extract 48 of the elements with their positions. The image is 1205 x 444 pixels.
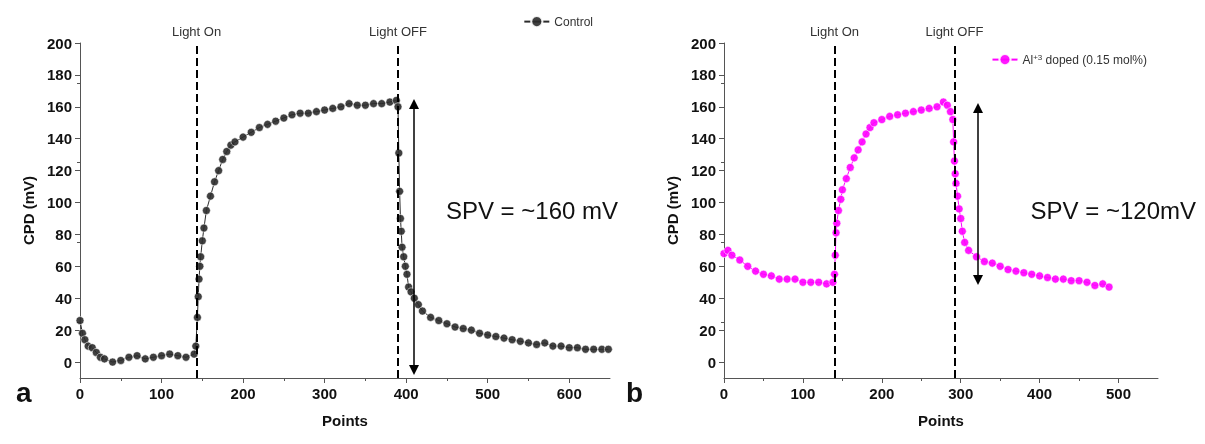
text: a xyxy=(16,376,32,408)
x-tick-label: 200 xyxy=(869,385,895,402)
x-tick-label: 500 xyxy=(475,385,501,402)
x-tick-label: 500 xyxy=(1106,385,1132,402)
y-tick-label: 120 xyxy=(46,162,72,180)
annotation: SPV = ~160 mV xyxy=(445,196,619,224)
y-tick-label: 0 xyxy=(63,353,72,371)
y-tick-label: 40 xyxy=(699,289,716,307)
y-tick-label: 60 xyxy=(55,257,72,275)
y-tick-label: 60 xyxy=(699,257,716,275)
y-tick-label: 80 xyxy=(699,225,716,243)
y-tick-label: 40 xyxy=(55,289,72,307)
ref-line-label: Light OFF xyxy=(925,24,984,39)
ref-line-label: Light On xyxy=(172,24,222,39)
x-tick-label: 100 xyxy=(790,385,816,402)
y-axis-title: CPD (mV) xyxy=(664,175,682,246)
y-tick-label: 100 xyxy=(46,194,72,212)
y-tick-label: 180 xyxy=(46,66,72,84)
y-tick-label: 180 xyxy=(690,66,716,84)
x-tick-label: 100 xyxy=(149,385,175,402)
y-tick-label: 80 xyxy=(55,225,72,243)
x-tick-label: 400 xyxy=(393,385,419,402)
y-tick-label: 20 xyxy=(55,321,72,339)
y-tick-label: 140 xyxy=(690,130,716,148)
x-tick-label: 400 xyxy=(1027,385,1053,402)
x-axis-title: Points xyxy=(918,412,964,429)
x-tick-label: 0 xyxy=(719,385,729,402)
y-tick-label: 140 xyxy=(46,130,72,148)
legend-label: Control xyxy=(554,14,593,29)
y-tick-label: 120 xyxy=(690,162,716,180)
y-tick-label: 0 xyxy=(707,353,716,371)
ref-line-label: Light On xyxy=(809,24,860,39)
x-tick-label: 200 xyxy=(230,385,256,402)
annotation: SPV = ~120mV xyxy=(1030,196,1196,224)
text: b xyxy=(626,376,644,408)
y-tick-label: 100 xyxy=(690,194,716,212)
x-tick-label: 0 xyxy=(75,385,85,402)
y-tick-label: 160 xyxy=(690,98,716,116)
ref-line-label: Light OFF xyxy=(369,24,427,39)
x-tick-label: 300 xyxy=(312,385,338,402)
y-tick-label: 200 xyxy=(690,34,716,52)
x-tick-label: 300 xyxy=(948,385,974,402)
y-tick-label: 200 xyxy=(46,34,72,52)
y-tick-label: 160 xyxy=(46,98,72,116)
y-axis-title: CPD (mV) xyxy=(20,175,38,246)
x-tick-label: 600 xyxy=(556,385,582,402)
y-tick-label: 20 xyxy=(699,321,716,339)
x-axis-title: Points xyxy=(322,412,368,429)
